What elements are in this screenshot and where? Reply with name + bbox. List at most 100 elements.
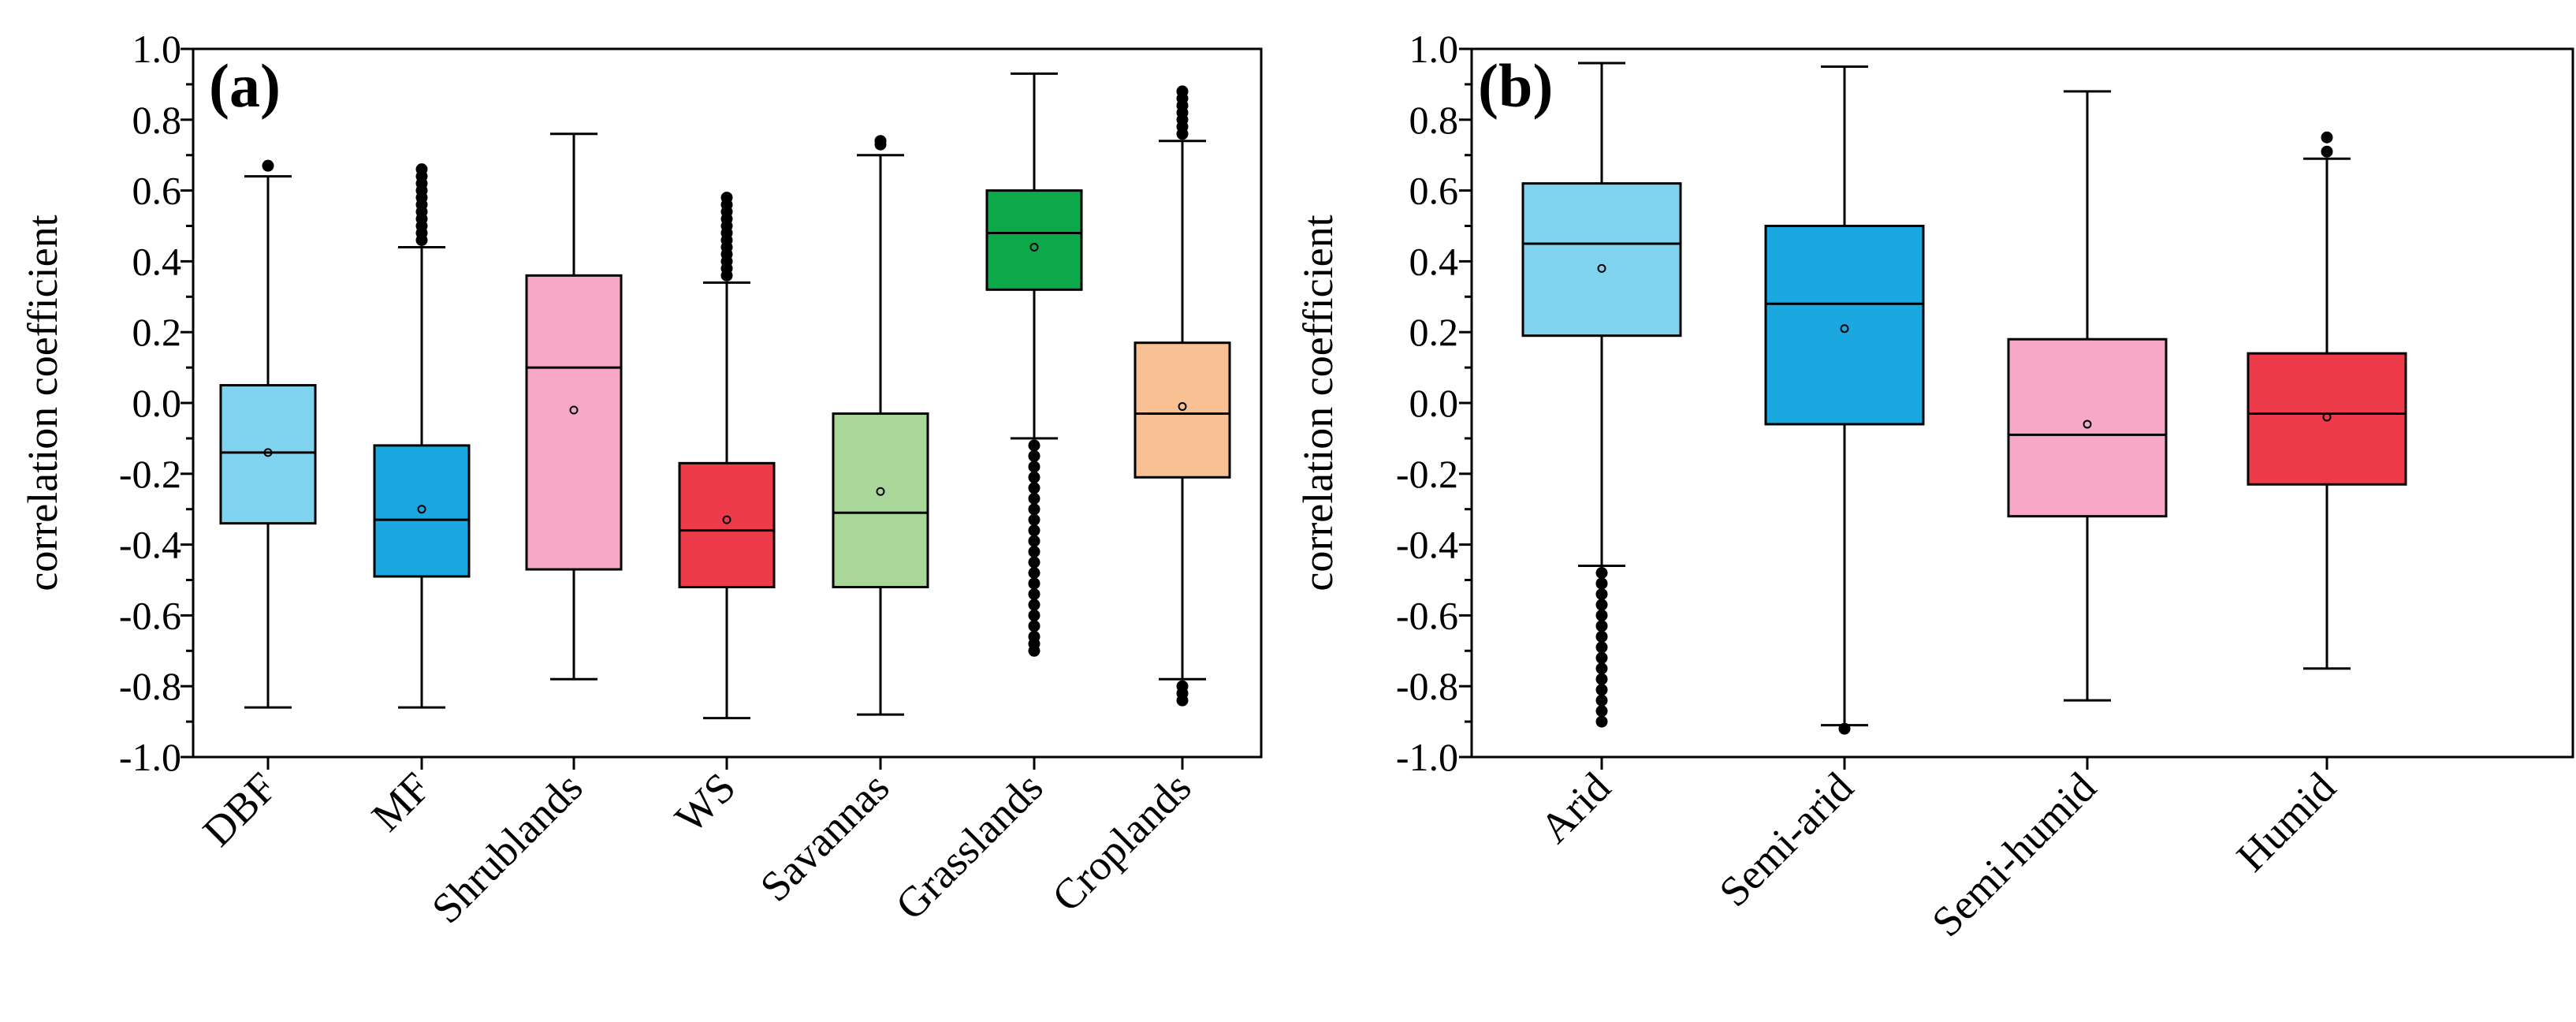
panel-a-y-axis-title: correlation coefficient	[19, 214, 66, 591]
outlier-point	[1595, 567, 1608, 580]
box-croplands	[1134, 85, 1231, 707]
outlier-point	[1028, 461, 1040, 473]
box-humid	[2247, 131, 2407, 670]
outlier-point	[1028, 524, 1040, 537]
outlier-point	[1595, 620, 1608, 632]
outlier-point	[874, 135, 887, 147]
outlier-point	[1176, 694, 1189, 707]
box-arid	[1521, 62, 1682, 728]
outlier-point	[1595, 577, 1608, 590]
x-category-label: Humid	[2228, 763, 2345, 881]
y-tick-label: 0.8	[1409, 98, 1459, 142]
outlier-point	[1028, 449, 1040, 462]
y-tick-label: -0.2	[119, 452, 181, 496]
box-body	[985, 189, 1083, 291]
y-tick-label: -0.2	[1396, 452, 1458, 496]
outlier-point	[1028, 644, 1040, 657]
y-tick-label: 1.0	[132, 27, 182, 71]
box-dbf	[219, 159, 317, 709]
y-tick-label: -0.6	[1396, 593, 1458, 637]
outlier-point	[1028, 587, 1040, 600]
x-category-label: Arid	[1531, 763, 1619, 852]
outlier-point	[1595, 694, 1608, 707]
panel-a-label: (a)	[209, 51, 281, 120]
y-tick-label: -1.0	[119, 735, 181, 779]
outlier-point	[1595, 641, 1608, 654]
y-tick-label: -0.4	[119, 523, 181, 567]
x-category-label: Grasslands	[886, 763, 1052, 929]
mean-marker	[417, 505, 426, 514]
y-tick-label: 0.4	[1409, 239, 1459, 283]
box-semi-humid	[2007, 90, 2168, 702]
y-tick-label: 0.6	[1409, 169, 1459, 213]
y-tick-label: -1.0	[1396, 735, 1458, 779]
y-tick-label: -0.8	[119, 664, 181, 708]
outlier-point	[1028, 556, 1040, 569]
outlier-point	[1028, 609, 1040, 621]
outlier-point	[1595, 599, 1608, 611]
box-semi-arid	[1764, 65, 1925, 735]
outlier-point	[1595, 587, 1608, 600]
panel-b-y-ticks: -1.0 -0.8 -0.6 -0.4 -0.2 0.0 0.2 0.4 0.6 0.8 1.0	[1396, 27, 1472, 779]
y-tick-label: 0.4	[132, 239, 182, 283]
y-tick-label: 0.2	[132, 310, 182, 354]
box-body	[373, 444, 471, 578]
panel-a-y-ticks: -1.0 -0.8 -0.6 -0.4 -0.2 0.0 0.2 0.4 0.6 0.8 1.0	[119, 27, 193, 779]
panel-a: (a) correlation coefficient -1.0 -0.8 -0.6…	[19, 27, 1263, 932]
outlier-point	[1028, 620, 1040, 632]
panel-a-boxes	[219, 72, 1231, 720]
outlier-point	[1595, 609, 1608, 621]
y-tick-label: 0.8	[132, 98, 182, 142]
y-tick-label: 0.0	[132, 381, 182, 425]
y-tick-label: -0.8	[1396, 664, 1458, 708]
mean-marker	[722, 515, 731, 524]
x-category-label: Shrublands	[423, 763, 591, 932]
outlier-point	[1595, 684, 1608, 696]
outlier-point	[1028, 546, 1040, 558]
outlier-point	[1028, 577, 1040, 590]
outlier-point	[2321, 145, 2333, 158]
mean-marker	[2083, 420, 2092, 429]
box-body	[1521, 182, 1682, 338]
box-body	[678, 461, 776, 588]
outlier-point	[1028, 471, 1040, 483]
outlier-point	[1595, 662, 1608, 675]
box-body	[832, 412, 929, 588]
panel-b-boxes	[1521, 62, 2407, 735]
outlier-point	[1028, 535, 1040, 547]
outlier-point	[1595, 673, 1608, 685]
x-category-label: Savannas	[751, 763, 899, 911]
outlier-point	[1595, 705, 1608, 718]
x-category-label: DBF	[194, 763, 286, 856]
box-savannas	[832, 135, 929, 716]
box-mf	[373, 163, 471, 709]
outlier-point	[1595, 715, 1608, 728]
y-tick-label: 1.0	[1409, 27, 1459, 71]
outlier-point	[720, 192, 733, 204]
mean-marker	[1597, 263, 1606, 273]
x-category-label: Croplands	[1043, 763, 1200, 920]
x-category-label: Semi-arid	[1710, 763, 1862, 916]
box-ws	[678, 192, 776, 720]
box-grasslands	[985, 72, 1083, 657]
box-body	[219, 384, 317, 525]
mean-marker	[1840, 324, 1849, 334]
y-tick-label: 0.2	[1409, 310, 1459, 354]
outlier-point	[1028, 513, 1040, 526]
outlier-point	[1595, 651, 1608, 664]
y-tick-label: 0.0	[1409, 381, 1459, 425]
y-tick-label: -0.6	[119, 593, 181, 637]
outlier-point	[1028, 567, 1040, 580]
x-category-label: WS	[666, 763, 745, 842]
x-category-label: MF	[363, 763, 440, 841]
panel-b-label: (b)	[1478, 51, 1553, 120]
mean-marker	[569, 405, 579, 415]
box-body	[2247, 352, 2407, 486]
panel-b: (b) correlation coefficient -1.0 -0.8 -0.6…	[1294, 27, 2574, 946]
outlier-point	[1028, 482, 1040, 494]
box-shrublands	[525, 132, 623, 681]
mean-marker	[1029, 242, 1039, 252]
mean-marker	[263, 448, 273, 457]
